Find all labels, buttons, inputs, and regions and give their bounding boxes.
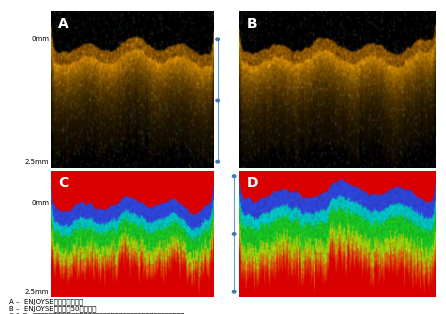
Text: B: B [247,17,257,31]
Text: A: A [58,17,69,31]
Text: B –  ENJOYSE滲透皮膚50分钟后。: B – ENJOYSE滲透皮膚50分钟后。 [9,305,96,312]
Text: C: C [58,176,68,190]
Text: D: D [247,176,258,190]
Text: C & D –顏色編碼以更好地顯示滲透的深度。提取物在皮膚上均匀分布。沒有追象顯示顏粒結塊。: C & D –顏色編碼以更好地顯示滲透的深度。提取物在皮膚上均匀分布。沒有追象顯… [9,312,184,314]
Text: 2.5mm: 2.5mm [25,289,49,295]
Text: 2.5mm: 2.5mm [25,159,49,165]
Text: A –  ENJOYSE滲透皮膚之前。: A – ENJOYSE滲透皮膚之前。 [9,298,83,305]
Text: 0mm: 0mm [31,36,49,42]
Text: 0mm: 0mm [31,199,49,206]
